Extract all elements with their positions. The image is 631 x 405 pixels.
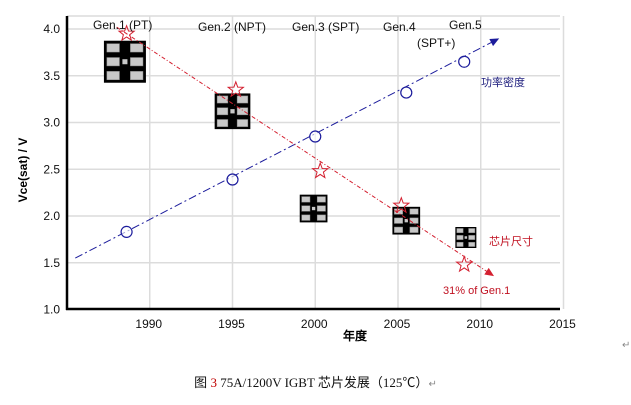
chip-cell [236, 107, 249, 116]
x-tick-labels: 1990 1995 2000 2005 2010 2015 [135, 317, 576, 331]
chip-cell [216, 95, 229, 104]
chip-cell [130, 57, 144, 67]
x-tick-label: 2000 [301, 317, 328, 331]
chip-cell [301, 205, 311, 212]
reduction-label: 31% of Gen.1 [443, 285, 510, 297]
data-points [117, 24, 474, 273]
paragraph-mark: ↵ [622, 340, 631, 351]
trend-arrow-icon [484, 267, 495, 277]
x-tick-label: 2010 [466, 317, 493, 331]
gen3-label: Gen.3 (SPT) [292, 20, 359, 34]
trend-line [75, 39, 496, 259]
gen5-sub-label: (SPT+) [417, 36, 455, 50]
data-point-circle [458, 55, 471, 68]
chip-cell [130, 43, 144, 53]
chip-icon [103, 40, 146, 83]
chip-cell [468, 242, 476, 247]
gridlines [67, 15, 565, 309]
x-tick-label: 2015 [549, 317, 576, 331]
gen5-label: Gen.5 [449, 18, 482, 32]
y-tick-label: 4.0 [43, 22, 60, 36]
caption-text: 75A/1200V IGBT 芯片发展（125℃） [216, 375, 429, 390]
chip-cell [301, 214, 311, 221]
paragraph-mark: ↵ [428, 379, 437, 390]
chip-cell [394, 208, 403, 215]
chip-icon [214, 93, 251, 130]
chip-gate-pad [122, 59, 128, 65]
chip-cell [216, 119, 229, 127]
chip-cell [316, 196, 326, 203]
data-point-circle [400, 86, 413, 99]
chip-cell [456, 242, 464, 247]
data-point-star [117, 24, 136, 42]
chip-gate-pad [404, 219, 408, 223]
chip-icon [455, 227, 477, 249]
data-point-star [455, 255, 474, 273]
chip-cell [106, 43, 120, 53]
gen4-label: Gen.4 [383, 20, 416, 34]
power-density-label: 功率密度 [481, 75, 525, 89]
chip-cell [106, 57, 120, 67]
chip-gate-pad [464, 236, 468, 239]
trend-lines [75, 26, 500, 277]
chip-images [103, 40, 477, 249]
chip-cell [468, 228, 476, 233]
data-point-star [226, 80, 245, 98]
data-point-circle [226, 173, 239, 186]
chip-cell [216, 107, 229, 116]
gen2-label: Gen.2 (NPT) [198, 20, 266, 34]
y-tick-label: 1.5 [43, 256, 60, 270]
trend-arrow-icon [489, 38, 500, 47]
figure-caption: 图 3 75A/1200V IGBT 芯片发展（125℃）↵ [0, 372, 631, 391]
x-axis-label: 年度 [343, 328, 368, 343]
chip-cell [106, 71, 120, 81]
trend-line [116, 26, 491, 275]
y-tick-label: 3.0 [43, 116, 60, 130]
chip-icon [299, 194, 328, 223]
chip-cell [456, 235, 464, 240]
caption-number: 3 [210, 375, 217, 390]
chip-cell [456, 228, 464, 233]
chip-gate-pad [230, 109, 235, 114]
chip-size-label: 芯片尺寸 [489, 234, 533, 248]
chip-gate-pad [311, 206, 316, 211]
chip-cell [468, 235, 476, 240]
data-point-star [311, 161, 330, 179]
y-axis-label: Vce(sat) / V [16, 138, 30, 203]
data-point-star [392, 196, 411, 214]
chip-cell [394, 226, 403, 233]
y-tick-label: 3.5 [43, 69, 60, 83]
chip-cell [236, 119, 249, 127]
chip-cell [316, 205, 326, 212]
y-tick-labels: 1.0 1.5 2.0 2.5 3.0 3.5 4.0 [43, 22, 60, 317]
y-tick-label: 1.0 [43, 303, 60, 317]
x-tick-label: 1990 [135, 317, 162, 331]
chip-cell [301, 196, 311, 203]
y-tick-label: 2.5 [43, 162, 60, 176]
gen1-label: Gen.1 (PT) [93, 18, 152, 32]
chip-cell [409, 208, 419, 215]
chip-cell [409, 226, 419, 233]
caption-prefix: 图 [194, 375, 211, 390]
chip-cell [409, 217, 419, 224]
y-tick-label: 2.0 [43, 209, 60, 223]
data-point-circle [309, 130, 322, 143]
chip-cell [394, 217, 403, 224]
chip-cell [236, 95, 249, 104]
x-tick-label: 1995 [218, 317, 245, 331]
chip-cell [316, 214, 326, 221]
chip-cell [130, 71, 144, 81]
x-tick-label: 2005 [384, 317, 411, 331]
data-point-circle [120, 225, 133, 238]
